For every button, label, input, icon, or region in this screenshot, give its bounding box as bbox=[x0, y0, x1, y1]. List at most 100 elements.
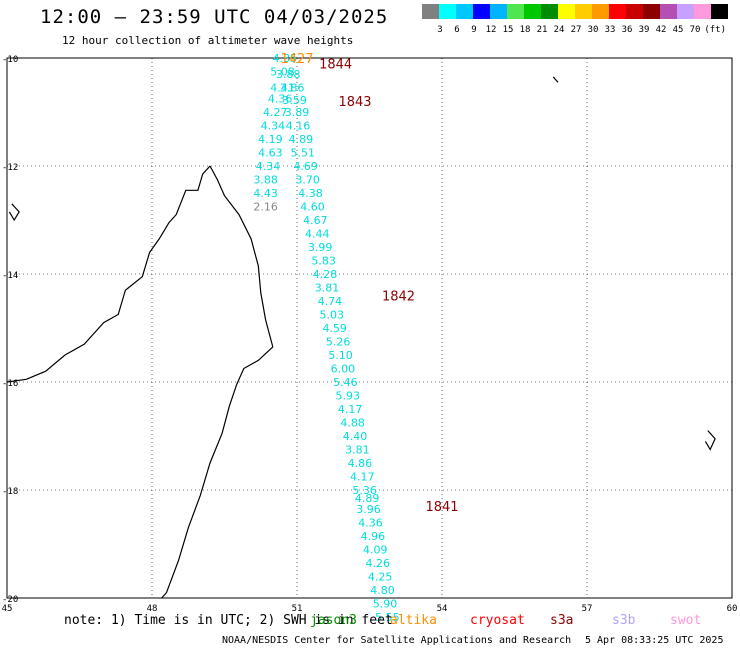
wave-height-label: 4.28 bbox=[313, 268, 338, 281]
wave-height-label: 4.67 bbox=[303, 214, 328, 227]
lat-label: -18 bbox=[2, 487, 18, 497]
scale-swatch bbox=[609, 4, 626, 19]
map-subtitle: 12 hour collection of altimeter wave hei… bbox=[62, 34, 354, 47]
scale-swatch bbox=[456, 4, 473, 19]
wave-height-label: 5.93 bbox=[336, 390, 361, 403]
map-title: 12:00 – 23:59 UTC 04/03/2025 bbox=[40, 6, 389, 28]
wave-height-label: 4.40 bbox=[343, 430, 368, 443]
mayotte-island bbox=[8, 203, 20, 222]
wave-height-label: 4.36 bbox=[358, 516, 383, 529]
wave-height-label: 4.34 bbox=[261, 120, 286, 133]
scale-label: 36 bbox=[622, 25, 633, 35]
wave-height-label: 4.19 bbox=[258, 133, 283, 146]
wave-height-label: 4.69 bbox=[293, 160, 318, 173]
scale-label: 39 bbox=[639, 25, 650, 35]
wave-height-label: 3.81 bbox=[345, 444, 370, 457]
wave-height-label: 5.03 bbox=[320, 309, 345, 322]
wave-height-label: 4.16 bbox=[286, 120, 311, 133]
madagascar-west-coastline bbox=[6, 165, 211, 383]
scale-swatch bbox=[541, 4, 558, 19]
scale-swatch bbox=[575, 4, 592, 19]
wave-height-label: 5.90 bbox=[373, 597, 398, 610]
scale-label: 45 bbox=[673, 25, 684, 35]
color-scale-legend: 3 6 9 12 15 18 21 24 27 30 33 36 39 42 45 70 (ft) bbox=[422, 4, 728, 35]
wave-height-label: 4.89 bbox=[289, 133, 314, 146]
wave-height-label: 4.41 bbox=[270, 82, 295, 95]
wave-height-label: 5.26 bbox=[326, 336, 351, 349]
wave-height-label: 3.89 bbox=[285, 106, 310, 119]
wave-height-label: 4.86 bbox=[348, 457, 373, 470]
lat-label: -20 bbox=[2, 595, 18, 605]
map-frame bbox=[6, 57, 733, 599]
wave-height-label: 4.59 bbox=[322, 322, 347, 335]
satellite-jason3: jason3 bbox=[310, 613, 357, 628]
scale-label: 12 bbox=[486, 25, 497, 35]
east-island bbox=[704, 430, 716, 451]
scale-label: 24 bbox=[554, 25, 565, 35]
wave-height-label: 3.59 bbox=[282, 94, 307, 107]
scale-label: 21 bbox=[537, 25, 548, 35]
wave-height-label: 4.74 bbox=[318, 295, 343, 308]
scale-label: 42 bbox=[656, 25, 667, 35]
pass-time-label: 1844 bbox=[319, 57, 352, 72]
wave-height-label: 4.17 bbox=[338, 403, 363, 416]
scale-swatch bbox=[422, 4, 439, 19]
wave-height-label: 4.27 bbox=[263, 106, 288, 119]
lon-label: 51 bbox=[292, 604, 303, 614]
scale-swatch bbox=[524, 4, 541, 19]
wave-height-label: 3.70 bbox=[295, 174, 320, 187]
scale-swatch bbox=[439, 4, 456, 19]
wave-height-label: 4.89 bbox=[355, 492, 380, 505]
pass-time-label: 1427 bbox=[280, 52, 313, 67]
generation-timestamp: 5 Apr 08:33:25 UTC 2025 bbox=[585, 635, 724, 646]
pass-time-label: 1841 bbox=[425, 500, 458, 515]
scale-label: 33 bbox=[605, 25, 616, 35]
wave-height-label: 3.99 bbox=[308, 241, 333, 254]
scale-swatch bbox=[711, 4, 728, 19]
scale-swatch bbox=[694, 4, 711, 19]
wave-height-label: 3.88 bbox=[276, 68, 301, 81]
lon-label: 57 bbox=[582, 604, 593, 614]
scale-label: 27 bbox=[571, 25, 582, 35]
lat-label: -16 bbox=[2, 379, 18, 389]
scale-swatch bbox=[507, 4, 524, 19]
lat-label: -14 bbox=[2, 271, 18, 281]
wave-height-label: 4.60 bbox=[300, 201, 325, 214]
footer-credit: NOAA/NESDIS Center for Satellite Applica… bbox=[222, 635, 572, 646]
scale-unit: (ft) bbox=[704, 25, 726, 35]
wave-height-label: 4.25 bbox=[368, 570, 393, 583]
wave-height-label: 5.46 bbox=[333, 376, 358, 389]
scale-swatch bbox=[626, 4, 643, 19]
scale-label: 15 bbox=[503, 25, 514, 35]
lat-label: -10 bbox=[2, 55, 18, 65]
wave-height-label: 4.17 bbox=[350, 471, 375, 484]
lon-label: 48 bbox=[147, 604, 158, 614]
wave-height-label: 3.81 bbox=[315, 282, 340, 295]
wave-height-label: 4.09 bbox=[363, 543, 388, 556]
scale-swatch bbox=[660, 4, 677, 19]
madagascar-east-coastline bbox=[161, 165, 274, 599]
wave-height-label: 6.00 bbox=[331, 363, 356, 376]
wave-height-label: 3.88 bbox=[253, 174, 278, 187]
scale-label: 18 bbox=[520, 25, 531, 35]
lon-label: 60 bbox=[727, 604, 738, 614]
wave-height-label: 4.35 bbox=[273, 52, 298, 65]
wave-height-label: 4.44 bbox=[305, 228, 330, 241]
pass-time-label: 1842 bbox=[382, 290, 415, 305]
wave-height-label: 4.36 bbox=[268, 93, 293, 106]
scale-swatch bbox=[643, 4, 660, 19]
wave-height-label: 4.26 bbox=[365, 557, 390, 570]
wave-height-label: 5.10 bbox=[328, 349, 353, 362]
scale-swatch bbox=[558, 4, 575, 19]
wave-height-label: 5.83 bbox=[311, 255, 336, 268]
satellite-s3a: s3a bbox=[550, 613, 574, 628]
northeast-islet bbox=[552, 76, 559, 83]
scale-label: 70 bbox=[690, 25, 701, 35]
wave-height-label: 5.36 bbox=[352, 484, 377, 497]
scale-label: 3 bbox=[437, 25, 442, 35]
wave-height-label: 4.43 bbox=[253, 187, 278, 200]
wave-height-label: 2.16 bbox=[253, 201, 278, 214]
scale-label: 30 bbox=[588, 25, 599, 35]
lon-label: 45 bbox=[2, 604, 13, 614]
